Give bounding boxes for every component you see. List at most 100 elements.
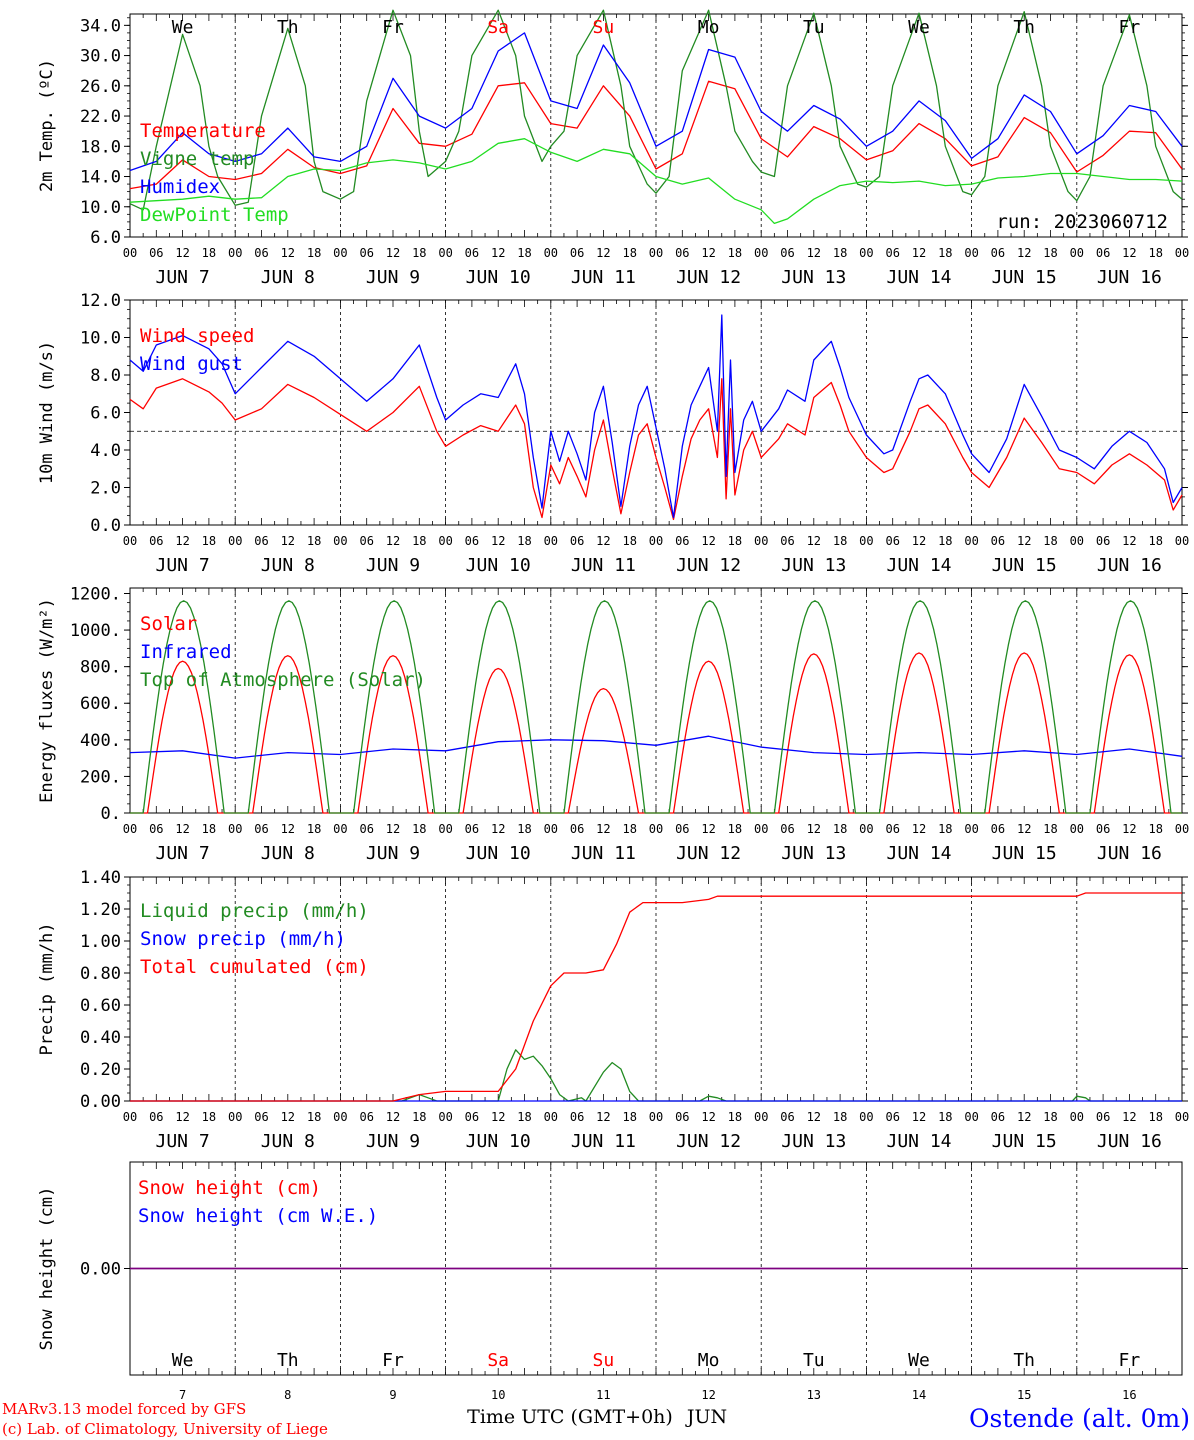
date-label: JUN 16 <box>1097 1131 1162 1152</box>
date-label: JUN 14 <box>886 843 951 864</box>
date-label: JUN 14 <box>886 555 951 576</box>
hour-tick-label: 06 <box>465 822 479 836</box>
panel-temperature: 6.0 10.0 14.0 18.0 22.0 26.0 30.0 34.0 2m Temp. … <box>37 9 1189 288</box>
hour-tick-label: 18 <box>1148 1110 1162 1124</box>
day-abbr-top: Sa <box>487 17 509 38</box>
date-label: JUN 8 <box>261 267 315 288</box>
hour-tick-label: 12 <box>281 822 295 836</box>
date-label: JUN 12 <box>676 555 741 576</box>
day-number: 7 <box>179 1388 186 1402</box>
date-label: JUN 15 <box>992 843 1057 864</box>
run-label: run: 2023060712 <box>996 211 1168 233</box>
panel-wind: 0.0 2.0 4.0 6.0 8.0 10.0 12.0 10m Wind (m/s) 00 0… <box>37 291 1189 576</box>
day-number: 13 <box>807 1388 821 1402</box>
date-label: JUN 9 <box>366 843 420 864</box>
station-name: Ostende (alt. 0m) <box>969 1404 1190 1433</box>
date-label: JUN 13 <box>781 1131 846 1152</box>
legend-entry: Snow height (cm W.E.) <box>138 1205 378 1227</box>
y-tick-label: 1.40 <box>80 868 121 888</box>
plot-frame <box>129 299 1183 526</box>
y-tick-label: 14.0 <box>80 168 121 188</box>
hour-tick-label: 12 <box>596 246 610 260</box>
hour-tick-label: 06 <box>1096 246 1110 260</box>
date-label: JUN 16 <box>1097 843 1162 864</box>
hour-tick-label: 00 <box>1070 822 1084 836</box>
hour-tick-label: 00 <box>859 246 873 260</box>
hour-tick-label: 00 <box>964 534 978 548</box>
series-wind-speed <box>129 378 1183 521</box>
date-label: JUN 13 <box>781 555 846 576</box>
date-label: JUN 14 <box>886 267 951 288</box>
hour-tick-label: 18 <box>412 1110 426 1124</box>
day-number: 15 <box>1017 1388 1031 1402</box>
hour-tick-label: 06 <box>465 534 479 548</box>
hour-tick-label: 06 <box>570 246 584 260</box>
hour-tick-label: 12 <box>807 246 821 260</box>
day-abbr-top: Mo <box>698 17 720 38</box>
hour-tick-label: 12 <box>175 1110 189 1124</box>
y-tick-label: 0.60 <box>80 996 121 1016</box>
hour-tick-label: 00 <box>438 1110 452 1124</box>
date-label: JUN 13 <box>781 843 846 864</box>
hour-tick-label: 00 <box>1070 1110 1084 1124</box>
hour-tick-label: 00 <box>754 1110 768 1124</box>
hour-tick-label: 00 <box>754 534 768 548</box>
hour-tick-label: 06 <box>885 822 899 836</box>
hour-tick-label: 06 <box>780 1110 794 1124</box>
series-humidex <box>129 32 1183 172</box>
date-label: JUN 9 <box>366 555 420 576</box>
date-label: JUN 9 <box>366 267 420 288</box>
day-abbr-bottom: We <box>908 1350 930 1371</box>
day-abbr-bottom: Th <box>277 1350 299 1371</box>
legend-entry: Top of Atmosphere (Solar) <box>140 669 426 691</box>
hour-tick-label: 06 <box>675 246 689 260</box>
legend-entry: Snow precip (mm/h) <box>140 928 346 950</box>
date-label: JUN 9 <box>366 1131 420 1152</box>
hour-tick-label: 12 <box>386 246 400 260</box>
y-axis-label: Energy fluxes (W/m²) <box>37 598 57 803</box>
hour-tick-label: 12 <box>1122 534 1136 548</box>
hour-tick-label: 18 <box>202 1110 216 1124</box>
hour-tick-label: 00 <box>964 1110 978 1124</box>
hour-tick-label: 06 <box>1096 1110 1110 1124</box>
legend-entry: Temperature <box>140 120 266 142</box>
day-abbr-top: We <box>172 17 194 38</box>
hour-tick-label: 18 <box>728 534 742 548</box>
date-label: JUN 16 <box>1097 555 1162 576</box>
hour-tick-label: 12 <box>491 534 505 548</box>
day-abbr-top: Th <box>277 17 299 38</box>
x-axis-title: Time UTC (GMT+0h) <box>467 1406 673 1428</box>
hour-tick-label: 12 <box>175 246 189 260</box>
hour-tick-label: 00 <box>544 822 558 836</box>
hour-tick-label: 06 <box>885 534 899 548</box>
hour-tick-label: 12 <box>1017 246 1031 260</box>
hour-tick-label: 12 <box>1122 822 1136 836</box>
series-top-of-atmosphere-solar <box>130 600 1182 814</box>
date-label: JUN 7 <box>156 843 210 864</box>
hour-tick-label: 06 <box>149 822 163 836</box>
hour-tick-label: 18 <box>1148 534 1162 548</box>
date-label: JUN 12 <box>676 1131 741 1152</box>
hour-tick-label: 06 <box>570 822 584 836</box>
hour-tick-label: 06 <box>780 822 794 836</box>
hour-tick-label: 00 <box>1175 246 1189 260</box>
hour-tick-label: 18 <box>833 822 847 836</box>
day-number: 12 <box>701 1388 715 1402</box>
y-tick-label: 34.0 <box>80 16 121 36</box>
hour-tick-label: 18 <box>728 246 742 260</box>
date-label: JUN 15 <box>992 1131 1057 1152</box>
hour-tick-label: 18 <box>517 822 531 836</box>
y-tick-label: 6.0 <box>90 228 121 248</box>
hour-tick-label: 12 <box>386 822 400 836</box>
hour-tick-label: 18 <box>622 822 636 836</box>
hour-tick-label: 12 <box>175 822 189 836</box>
series-temperature <box>129 80 1183 190</box>
hour-tick-label: 06 <box>359 822 373 836</box>
hour-tick-label: 06 <box>885 246 899 260</box>
hour-tick-label: 06 <box>254 822 268 836</box>
legend-entry: Vigne temp <box>140 148 254 170</box>
y-tick-label: 1000. <box>70 621 121 641</box>
series-wind-gust <box>129 314 1183 519</box>
date-label: JUN 10 <box>466 267 531 288</box>
hour-tick-label: 18 <box>202 246 216 260</box>
